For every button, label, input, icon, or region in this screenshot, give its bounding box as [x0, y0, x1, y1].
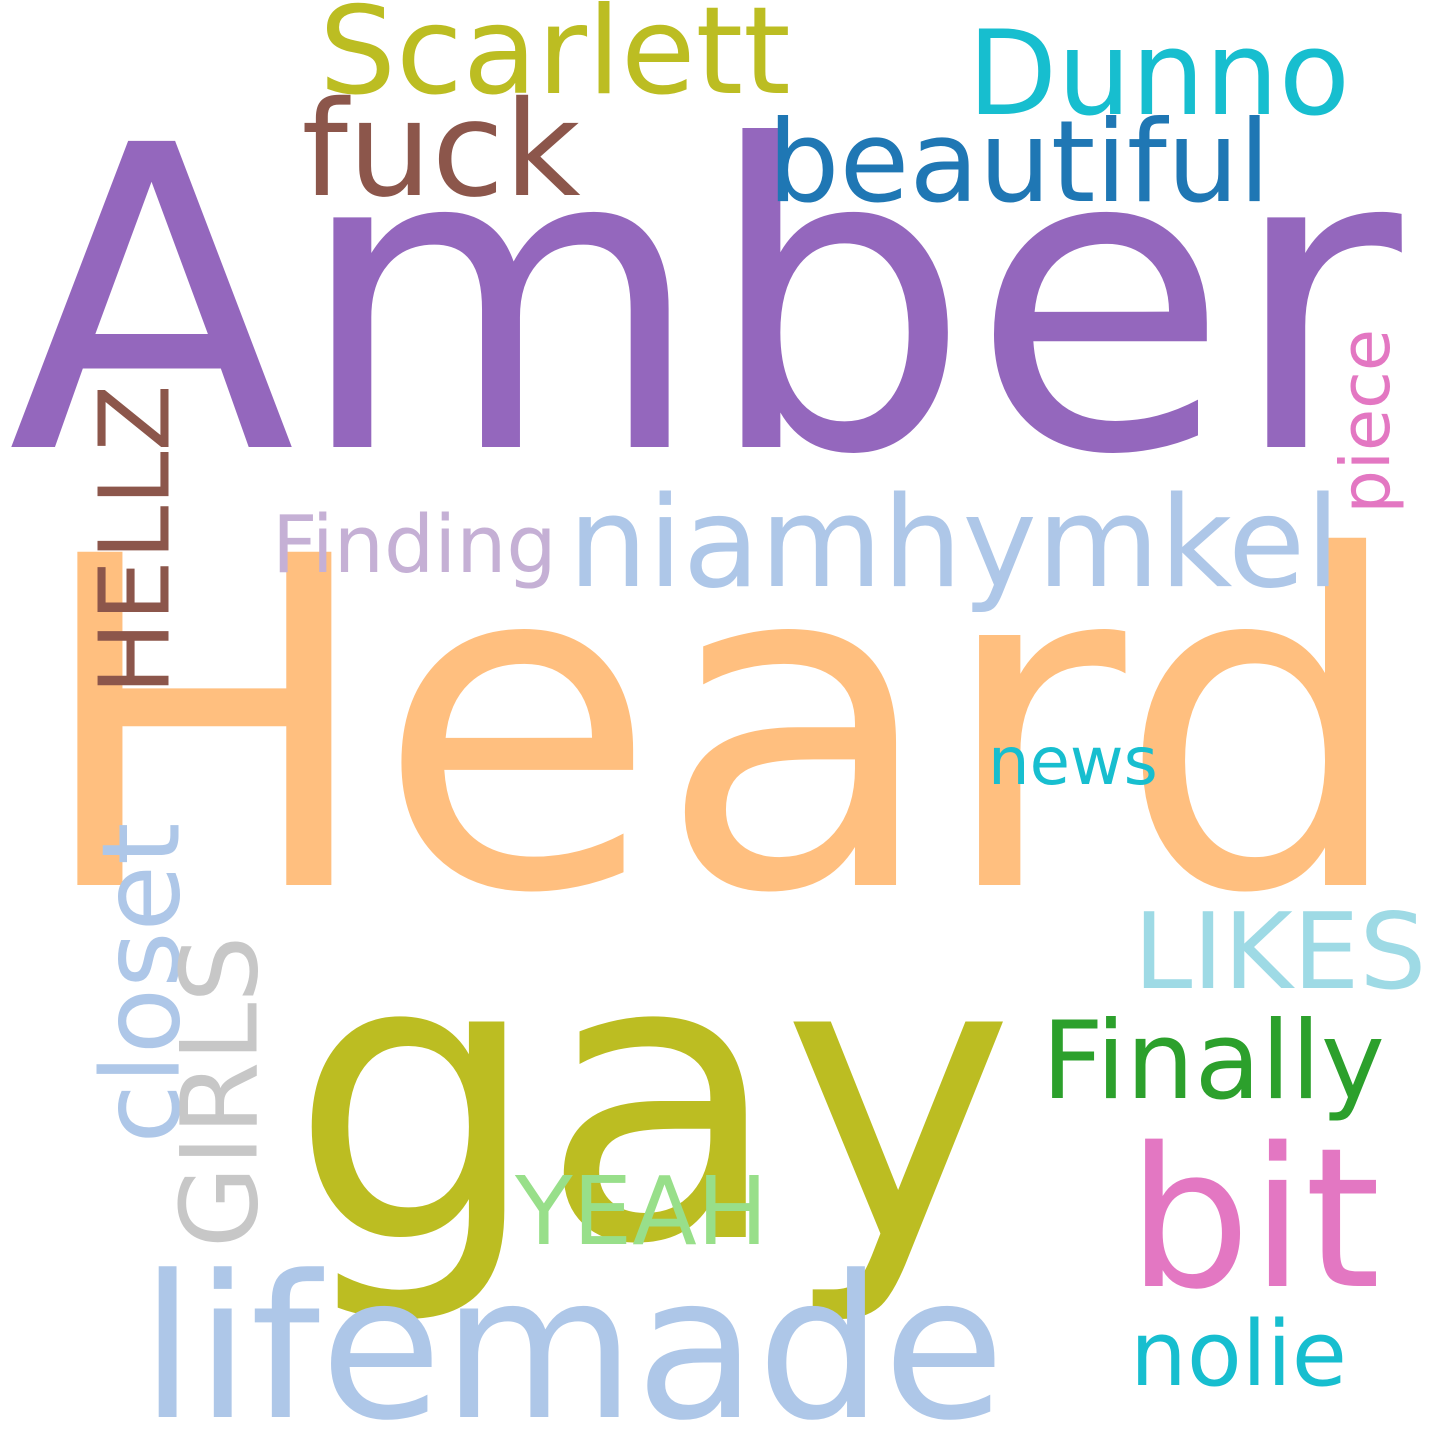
word-likes: LIKES — [1133, 890, 1427, 1013]
word-heard: Heard — [32, 461, 1408, 993]
word-fuck: fuck — [301, 73, 581, 227]
word-amber: Amber — [8, 58, 1402, 547]
word-news: news — [988, 724, 1158, 800]
word-yeah: YEAH — [515, 1157, 768, 1267]
word-hellz: HELLZ — [77, 384, 192, 695]
word-niamhymkel: niamhymkel — [568, 469, 1341, 616]
word-scarlett: Scarlett — [319, 0, 791, 122]
word-dunno: Dunno — [967, 6, 1351, 142]
word-finally: Finally — [1041, 998, 1385, 1124]
word-piece: piece — [1325, 328, 1406, 514]
word-lifemade: lifemade — [140, 1232, 1005, 1440]
word-bit: bit — [1127, 1105, 1381, 1332]
word-nolie: nolie — [1130, 1303, 1347, 1407]
word-gay: gay — [290, 871, 1015, 1330]
word-girls: GIRLS — [158, 935, 282, 1248]
word-finding: Finding — [272, 497, 557, 591]
word-beautiful: beautiful — [767, 96, 1271, 228]
